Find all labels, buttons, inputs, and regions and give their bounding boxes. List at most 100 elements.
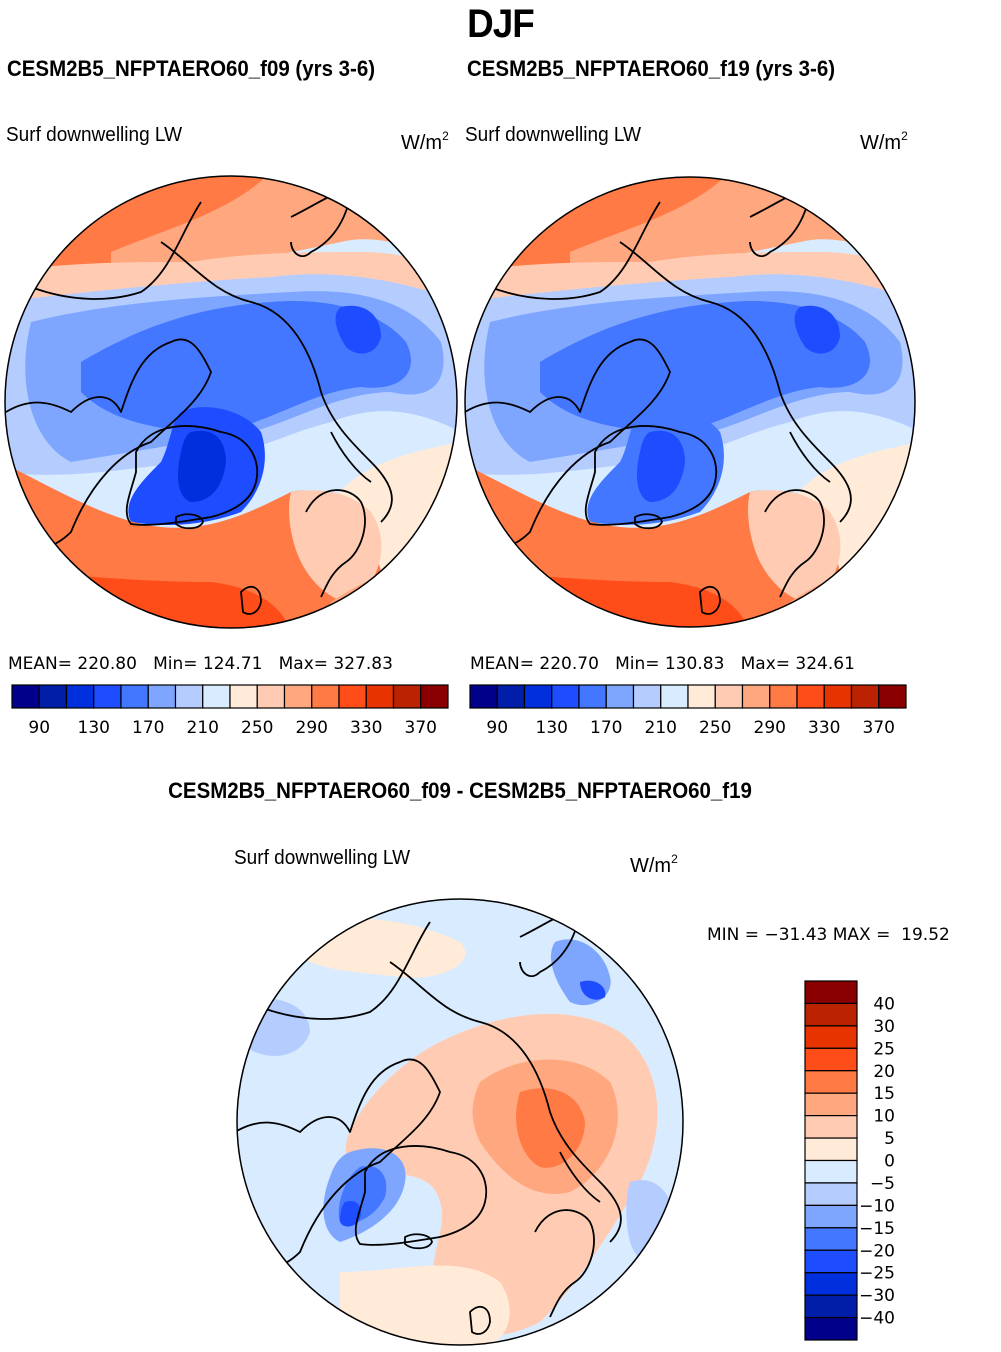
coastline: [489, 201, 661, 300]
colorbar-box: [283, 684, 313, 709]
map-region-arctic-ocean: [81, 301, 411, 433]
colorbar-box: [551, 684, 580, 709]
variable-label-f09: Surf downwelling LW: [6, 124, 183, 146]
colorbar-box: [229, 684, 258, 709]
map-region-kara-sea-warm: [516, 1088, 585, 1168]
colorbar-f09: 90 130 170 210 250 290 330 370: [11, 684, 449, 738]
units-base: W/m: [860, 132, 902, 154]
colorbar-box: [804, 1272, 858, 1296]
coastline: [404, 1233, 433, 1250]
stats-difference: MIN = −31.43 MAX = 19.52: [707, 925, 950, 945]
variable-label-difference: Surf downwelling LW: [234, 847, 411, 869]
coastline: [305, 489, 366, 598]
colorbar-tick-label: 10: [873, 1107, 895, 1127]
coastline: [125, 425, 259, 526]
colorbar-box: [147, 684, 177, 709]
panel-title-f09: CESM2B5_NFPTAERO60_f09 (yrs 3-6): [7, 56, 376, 81]
colorbar-tick-label: 250: [699, 718, 731, 738]
map-boundary-circle: [236, 898, 684, 1346]
colorbar-tick-label: −5: [870, 1174, 895, 1194]
colorbar-box: [256, 684, 286, 709]
coastline: [559, 1151, 601, 1203]
colorbar-tick-label: 25: [873, 1039, 895, 1059]
map-region-siberia-core: [794, 305, 840, 354]
colorbar-tick-label: 170: [132, 718, 164, 738]
units-exponent: 2: [671, 852, 678, 866]
units-label-f19: W/m2: [860, 129, 908, 155]
map-region-okhotsk-min: [580, 980, 606, 1000]
colorbar-tick-label: −25: [859, 1264, 895, 1284]
colorbar-tick-label: −10: [859, 1196, 895, 1216]
colorbar-box: [804, 1182, 858, 1206]
colorbar-box: [365, 684, 395, 709]
colorbar-tick-label: 15: [873, 1084, 895, 1104]
coastline: [634, 513, 663, 530]
colorbar-box: [804, 1115, 858, 1139]
colorbar-box: [120, 684, 149, 709]
colorbar-box: [632, 684, 662, 709]
colorbar-tick-label: 290: [296, 718, 328, 738]
colorbar-box: [605, 684, 635, 709]
coastline: [354, 1145, 488, 1246]
colorbar-f19: 90 130 170 210 250 290 330 370: [469, 684, 907, 738]
colorbar-box: [496, 684, 526, 709]
colorbar-box: [804, 1025, 858, 1049]
colorbar-tick-label: 370: [405, 718, 437, 738]
colorbar-box: [804, 1294, 858, 1319]
map-boundary-circle: [4, 175, 458, 629]
map-boundary-circle: [464, 176, 916, 628]
map-region-arctic-ocean: [540, 301, 870, 433]
coastline: [160, 241, 393, 523]
coastline: [175, 513, 204, 530]
season-title: DJF: [467, 2, 535, 46]
colorbar-box: [804, 1227, 858, 1251]
colorbar-box: [823, 684, 853, 709]
colorbar-tick-label: 290: [754, 718, 786, 738]
colorbar-box: [878, 684, 907, 709]
coastline: [330, 431, 372, 483]
colorbar-box: [660, 684, 689, 709]
colorbar-box: [804, 1316, 858, 1341]
colorbar-tick-label: 330: [350, 718, 382, 738]
panel-title-f19: CESM2B5_NFPTAERO60_f19 (yrs 3-6): [467, 56, 836, 81]
map-region-scandinavia: [289, 490, 382, 602]
coastline: [534, 1209, 595, 1318]
difference-title: CESM2B5_NFPTAERO60_f09 - CESM2B5_NFPTAER…: [168, 778, 752, 803]
coastline: [389, 961, 622, 1243]
colorbar-tick-label: 0: [884, 1152, 895, 1172]
stats-f09: MEAN= 220.80 Min= 124.71 Max= 327.83: [8, 654, 393, 674]
colorbar-tick-label: −40: [859, 1309, 895, 1329]
colorbar-tick-label: −30: [859, 1286, 895, 1306]
units-exponent: 2: [901, 129, 908, 143]
colorbar-box: [804, 1002, 858, 1027]
units-label-difference: W/m2: [630, 852, 678, 878]
colorbar-tick-label: 90: [28, 718, 50, 738]
coastline: [240, 585, 262, 615]
map-region-siberia-core: [335, 305, 381, 354]
map-region-greenland-core: [637, 430, 685, 502]
colorbar-box: [804, 1249, 858, 1274]
colorbar-tick-label: −15: [859, 1219, 895, 1239]
colorbar-tick-label: 170: [590, 718, 622, 738]
coastline: [30, 201, 202, 300]
colorbar-tick-label: 20: [873, 1062, 895, 1082]
colorbar-box: [804, 1137, 858, 1162]
colorbar-box: [523, 684, 553, 709]
coastline: [584, 425, 718, 526]
colorbar-box: [804, 1159, 858, 1184]
colorbar-box: [687, 684, 716, 709]
colorbar-box: [578, 684, 607, 709]
coastline: [5, 338, 212, 550]
stats-f19: MEAN= 220.70 Min= 130.83 Max= 324.61: [470, 654, 855, 674]
colorbar-box: [420, 684, 449, 709]
colorbar-box: [93, 684, 122, 709]
colorbar-box: [202, 684, 231, 709]
colorbar-tick-label: 40: [873, 994, 895, 1014]
colorbar-box: [804, 980, 858, 1005]
colorbar-box: [804, 1092, 858, 1117]
coastline: [465, 338, 671, 550]
colorbar-box: [796, 684, 825, 709]
colorbar-tick-label: −20: [859, 1241, 895, 1261]
colorbar-tick-label: 330: [808, 718, 840, 738]
